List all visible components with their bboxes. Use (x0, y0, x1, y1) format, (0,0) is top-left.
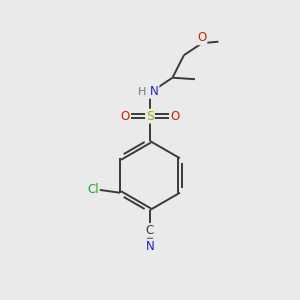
Text: C: C (146, 224, 154, 237)
Text: O: O (121, 110, 130, 123)
Text: O: O (197, 31, 206, 44)
Text: N: N (146, 239, 154, 253)
Text: S: S (146, 110, 154, 123)
Text: Cl: Cl (87, 183, 99, 196)
Text: H: H (138, 86, 146, 97)
Text: N: N (150, 85, 159, 98)
Text: O: O (170, 110, 179, 123)
